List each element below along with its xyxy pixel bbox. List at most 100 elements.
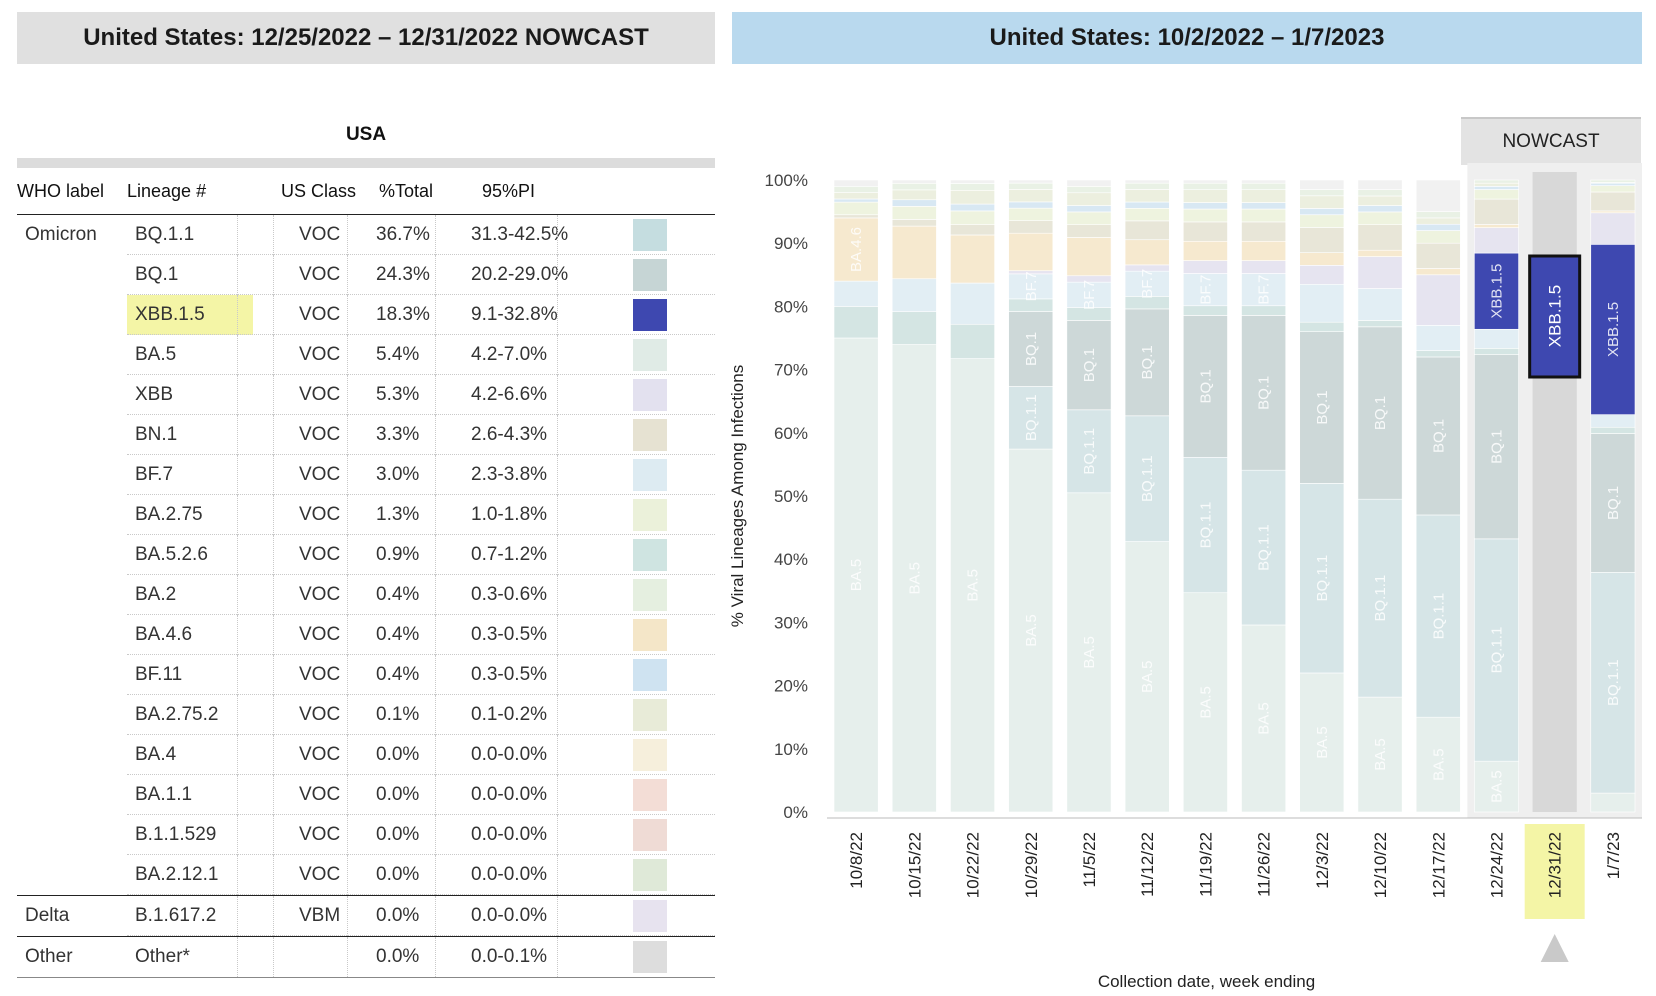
bar-segment [833,214,879,219]
bar-segment [1124,220,1170,241]
y-tick-label: 90% [774,234,808,253]
table-row[interactable]: BN.1 VOC 3.3% 2.6-4.3% [17,415,715,455]
header-pct-total[interactable]: %Total [379,181,434,201]
segment-label: BA.5 [1488,770,1505,803]
bar-segment [1474,198,1519,225]
table-row[interactable]: BA.5.2.6 VOC 0.9% 0.7-1.2% [17,535,715,575]
column-divider [557,295,558,335]
column-divider [347,575,348,615]
table-row[interactable]: BA.2.12.1 VOC 0.0% 0.0-0.0% [17,855,715,895]
x-axis-label: Collection date, week ending [1098,972,1315,991]
table-row[interactable]: Delta B.1.617.2 VBM 0.0% 0.0-0.0% [17,895,715,936]
bar-segment [891,199,937,207]
lineage-color-swatch [633,900,667,932]
pi-cell: 0.1-0.2% [471,704,548,725]
column-divider [237,855,238,895]
lineage-color-swatch [633,419,667,451]
segment-label: BQ.1.1 [1430,593,1447,640]
bar-segment [1299,321,1345,332]
table-row[interactable]: BA.2.75 VOC 1.3% 1.0-1.8% [17,495,715,535]
us-class-cell: VOC [299,704,341,725]
table-row[interactable]: XBB VOC 5.3% 4.2-6.6% [17,375,715,415]
column-divider [435,775,436,815]
column-divider [273,455,274,495]
bar-segment [1474,348,1519,355]
bar-segment [1241,221,1287,242]
bar-segment [1182,189,1228,203]
bar-segment [1415,274,1461,326]
lineage-cell: BQ.1.1 [135,224,195,245]
bar-segment [1474,227,1519,254]
pct-total-cell: 0.9% [376,544,420,565]
segment-label: BA.5 [1081,636,1098,669]
bar-segment [833,280,879,307]
segment-label: BF.7 [1197,275,1214,305]
triangle-up-icon [1540,934,1569,962]
pi-cell: 0.3-0.5% [471,624,548,645]
column-divider [347,855,348,895]
lineage-color-swatch [633,259,667,291]
column-divider [435,255,436,295]
bar-segment [1590,792,1636,813]
bar-segment [1299,265,1345,285]
who-label-cell: Delta [25,905,70,926]
nowcast-tab[interactable]: NOWCAST [1461,117,1641,165]
header-who-label[interactable]: WHO label [17,181,105,201]
table-row[interactable]: Omicron BQ.1.1 VOC 36.7% 31.3-42.5% [17,215,715,255]
row-divider [127,454,715,455]
table-row[interactable]: BF.7 VOC 3.0% 2.3-3.8% [17,455,715,495]
table-row[interactable]: BA.5 VOC 5.4% 4.2-7.0% [17,335,715,375]
bar-segment [891,225,937,280]
lineage-color-swatch [633,859,667,891]
bar-segment [1415,356,1461,516]
segment-label: BQ.1 [1430,419,1447,453]
table-row[interactable]: XBB.1.5 VOC 18.3% 9.1-32.8% [17,295,715,335]
bar-segment [891,179,937,184]
column-divider [435,655,436,695]
pct-total-cell: 0.0% [376,946,420,967]
bar-segment [1066,186,1112,194]
bar-segment [1474,252,1519,330]
segment-label: BA.5 [1139,661,1156,694]
pi-cell: 1.0-1.8% [471,504,548,525]
y-tick-label: 30% [774,613,808,632]
bar-segment [1299,208,1345,216]
bar-segment [1474,538,1519,762]
table-row[interactable]: BA.4.6 VOC 0.4% 0.3-0.5% [17,615,715,655]
bar-segment [1299,483,1345,674]
column-divider [273,255,274,295]
segment-label: BF.7 [1139,269,1156,299]
table-row[interactable]: BQ.1 VOC 24.3% 20.2-29.0% [17,255,715,295]
table-row[interactable]: B.1.1.529 VOC 0.0% 0.0-0.0% [17,815,715,855]
header-95pi[interactable]: 95%PI [482,181,536,201]
bar-segment [1008,386,1054,450]
bar-segment [1182,179,1228,184]
pct-total-cell: 3.3% [376,424,420,445]
us-class-cell: VOC [299,224,341,245]
x-tick-label: 11/19/22 [1196,832,1215,897]
bar-segment [891,311,937,345]
table-row[interactable]: BA.1.1 VOC 0.0% 0.0-0.0% [17,775,715,815]
bar-segment [1357,224,1403,251]
header-us-class[interactable]: US Class [281,181,357,201]
bar-segment [1182,592,1228,813]
table-row[interactable]: BF.11 VOC 0.4% 0.3-0.5% [17,655,715,695]
bar-segment [1241,273,1287,307]
table-row[interactable]: BA.4 VOC 0.0% 0.0-0.0% [17,735,715,775]
bar-segment [950,224,995,236]
bar-segment [1590,572,1636,794]
lineage-cell: BA.2.75.2 [135,704,219,725]
bar-segment [1124,207,1170,222]
lineage-cell: Other* [135,946,190,967]
bar-segment [1066,409,1112,494]
bar-segment [1008,189,1054,203]
table-row[interactable]: BA.2 VOC 0.4% 0.3-0.6% [17,575,715,615]
table-row[interactable]: BA.2.75.2 VOC 0.1% 0.1-0.2% [17,695,715,735]
bar-segment [1241,469,1287,626]
lineage-cell: XBB.1.5 [127,295,253,335]
column-divider [273,815,274,855]
lineage-color-swatch [633,579,667,611]
header-lineage[interactable]: Lineage # [127,181,207,201]
table-row[interactable]: Other Other* 0.0% 0.0-0.1% [17,936,715,978]
column-divider [347,215,348,255]
